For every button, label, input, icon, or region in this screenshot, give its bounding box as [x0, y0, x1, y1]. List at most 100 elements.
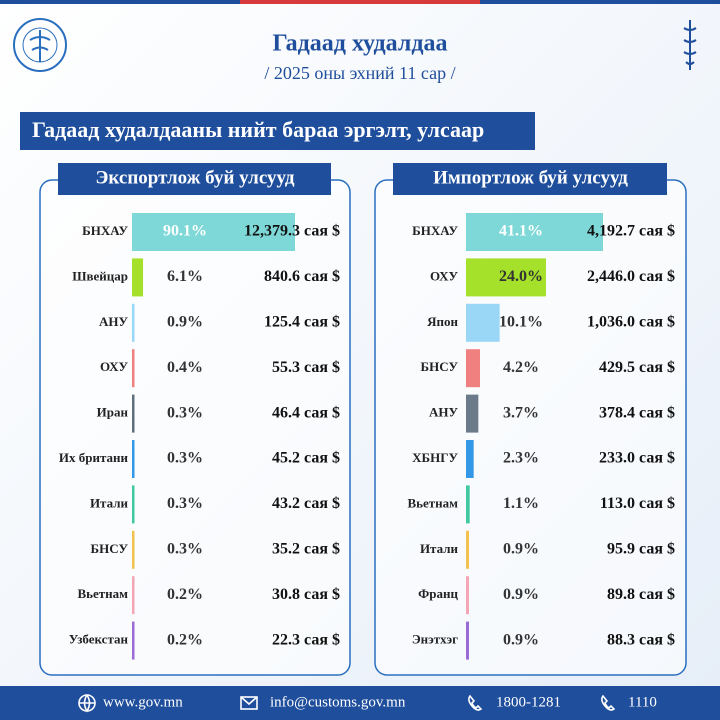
bar: [132, 485, 135, 524]
bar: [466, 621, 469, 660]
bar: [132, 530, 135, 569]
amount-label: 22.3 сая $: [272, 631, 340, 648]
top-stripe: [240, 0, 480, 4]
footer-item: 1110: [628, 694, 657, 710]
amount-label: 113.0 сая $: [600, 495, 675, 512]
category-label: БНСУ: [91, 541, 129, 556]
value-label: 0.9%: [503, 586, 539, 603]
category-label: ХБНГУ: [412, 450, 458, 465]
footer-item: www.gov.mn: [103, 694, 183, 710]
amount-label: 233.0 сая $: [599, 450, 675, 467]
value-label: 6.1%: [167, 268, 203, 285]
panel-header: [58, 163, 331, 195]
value-label: 0.3%: [167, 540, 203, 557]
logo: [13, 18, 67, 72]
amount-label: 4,192.7 сая $: [587, 223, 675, 240]
amount-label: 45.2 сая $: [272, 450, 340, 467]
footer-item: info@customs.gov.mn: [270, 694, 406, 710]
bar: [132, 576, 135, 615]
value-label: 3.7%: [503, 404, 539, 421]
value-label: 0.9%: [503, 540, 539, 557]
category-label: АНУ: [429, 405, 459, 420]
value-label: 0.9%: [503, 631, 539, 648]
value-label: 0.2%: [167, 631, 203, 648]
value-label: 0.3%: [167, 404, 203, 421]
amount-label: 55.3 сая $: [272, 359, 340, 376]
panel-title: Импортлож буй улсууд: [433, 167, 628, 188]
bar: [132, 349, 135, 388]
bar: [132, 394, 135, 433]
category-label: Швейцар: [72, 268, 128, 283]
category-label: Узбекстан: [69, 632, 129, 647]
bar: [466, 213, 603, 251]
title: Гадаад худалдаа: [273, 31, 448, 57]
value-label: 0.3%: [167, 495, 203, 512]
category-label: Вьетнам: [407, 495, 458, 510]
category-label: Вьетнам: [77, 586, 128, 601]
category-label: Энэтхэг: [412, 632, 458, 647]
bar: [132, 440, 135, 478]
value-label: 90.1%: [163, 223, 207, 240]
amount-label: 2,446.0 сая $: [587, 268, 675, 285]
value-label: 4.2%: [503, 359, 539, 376]
category-label: ОХУ: [100, 359, 128, 374]
bar: [466, 258, 546, 297]
category-label: ОХУ: [430, 268, 458, 283]
amount-label: 125.4 сая $: [264, 313, 340, 330]
bar: [132, 213, 295, 251]
amount-label: 46.4 сая $: [272, 404, 340, 421]
panel-header: [393, 163, 667, 195]
amount-label: 35.2 сая $: [272, 540, 340, 557]
bar: [466, 530, 469, 569]
amount-label: 12,379.3 сая $: [244, 223, 340, 240]
footer: [0, 686, 720, 720]
bar: [466, 349, 480, 388]
value-label: 0.2%: [167, 586, 203, 603]
bar: [466, 485, 470, 524]
bar: [132, 303, 135, 342]
category-label: Их британи: [59, 450, 129, 465]
panel-title: Экспортлож буй улсууд: [96, 167, 295, 188]
bar: [466, 394, 479, 433]
value-label: 41.1%: [499, 223, 543, 240]
category-label: Япон: [427, 314, 458, 329]
subtitle: / 2025 оны эхний 11 сар /: [264, 63, 455, 83]
amount-label: 43.2 сая $: [272, 495, 340, 512]
value-label: 1.1%: [503, 495, 539, 512]
category-label: Франц: [418, 586, 458, 601]
amount-label: 1,036.0 сая $: [587, 313, 675, 330]
banner-text: Гадаад худалдааны нийт бараа эргэлт, улс…: [32, 117, 484, 142]
amount-label: 378.4 сая $: [599, 404, 675, 421]
amount-label: 429.5 сая $: [599, 359, 675, 376]
bar: [132, 621, 135, 660]
amount-label: 88.3 сая $: [607, 631, 675, 648]
top-stripe: [480, 0, 720, 4]
category-label: Итали: [420, 541, 459, 556]
category-label: БНХАУ: [82, 223, 128, 238]
bar: [466, 440, 474, 478]
amount-label: 30.8 сая $: [272, 586, 340, 603]
top-stripe: [0, 0, 240, 4]
category-label: АНУ: [99, 314, 129, 329]
category-label: Итали: [90, 495, 129, 510]
banner: [20, 112, 535, 150]
value-label: 0.4%: [167, 359, 203, 376]
footer-icons: [78, 694, 616, 713]
value-label: 0.9%: [167, 313, 203, 330]
value-label: 2.3%: [503, 450, 539, 467]
category-label: БНСУ: [421, 359, 459, 374]
bar: [466, 576, 469, 615]
amount-label: 840.6 сая $: [264, 268, 340, 285]
bar: [132, 258, 144, 297]
value-label: 10.1%: [499, 313, 543, 330]
value-label: 24.0%: [499, 268, 543, 285]
category-label: Иран: [97, 405, 129, 420]
bar: [466, 303, 500, 342]
value-label: 0.3%: [167, 450, 203, 467]
footer-item: 1800-1281: [496, 694, 561, 710]
category-label: БНХАУ: [412, 223, 458, 238]
amount-label: 95.9 сая $: [607, 540, 675, 557]
amount-label: 89.8 сая $: [607, 586, 675, 603]
script-icon: [683, 20, 697, 70]
